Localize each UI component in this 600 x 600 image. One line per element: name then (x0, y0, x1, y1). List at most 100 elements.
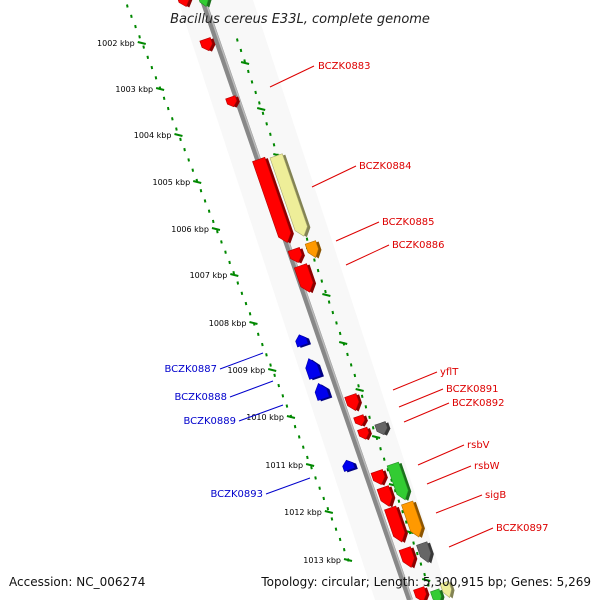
tick-dot (310, 465, 313, 470)
tick-dot (179, 137, 182, 142)
tick-dot (224, 250, 227, 254)
tick-dot (313, 258, 316, 262)
tick-dot (401, 509, 404, 514)
accession-text: Accession: NC_006274 (9, 575, 145, 589)
gene-blue-2-body (305, 358, 322, 380)
tick-dot (305, 237, 309, 241)
major-tick (137, 41, 147, 45)
gene-label[interactable]: rsbW (474, 461, 500, 472)
tick-label: 1013 kbp (303, 556, 341, 565)
tick-dot (272, 143, 276, 147)
gene-callouts: BCZK0883 BCZK0884 BCZK0885 BCZK0886 yflT BCZK… (164, 61, 549, 548)
major-tick (267, 368, 277, 372)
gene-red-small-1-body (199, 37, 213, 52)
gene-bottom-red-body (413, 586, 427, 600)
gene-top-green (198, 0, 212, 8)
gene-red-s1-body (287, 247, 303, 264)
tick-dot (228, 260, 231, 265)
tick-dot (146, 55, 150, 59)
gene-label[interactable]: BCZK0891 (446, 384, 499, 395)
gene-yflt (344, 393, 362, 412)
tick-dot (357, 384, 360, 388)
tick-dot (338, 331, 342, 336)
tick-dot (277, 383, 281, 388)
gene-bottom-red (413, 586, 430, 600)
gene-bottom-yellow-body (439, 580, 452, 599)
major-tick (324, 510, 334, 514)
tick-dot (187, 158, 190, 162)
gene-top-green-body (198, 0, 209, 8)
gene-label[interactable]: BCZK0889 (183, 416, 236, 427)
tick-label: 1006 kbp (171, 225, 209, 234)
gene-label[interactable]: BCZK0887 (164, 364, 217, 375)
gene-label[interactable]: BCZK0888 (174, 392, 227, 403)
tick-dot (269, 363, 272, 367)
gene-blue-3 (314, 382, 333, 402)
tick-dot (419, 562, 423, 566)
tick-dot (318, 486, 321, 490)
callout-line (335, 221, 380, 242)
callout-line (219, 352, 264, 370)
gene-red-small-2-body (225, 95, 238, 108)
gene-orange-1 (304, 240, 322, 259)
gene-bottom-yellow (439, 580, 455, 599)
gene-label[interactable]: BCZK0892 (452, 398, 505, 409)
tick-dot (250, 80, 254, 84)
tick-dot (427, 583, 430, 587)
gene-label[interactable]: BCZK0897 (496, 523, 549, 534)
tick-label: 1011 kbp (265, 461, 303, 470)
gene-gray-1-body (374, 421, 388, 436)
tick-dot (175, 127, 178, 131)
tick-label: 1009 kbp (228, 366, 266, 375)
genome-backbone-highlight (204, 0, 413, 600)
tick-dot (368, 415, 371, 420)
callout-line (345, 244, 390, 266)
major-tick (240, 61, 250, 65)
callout-line (269, 65, 315, 88)
tick-dot (338, 537, 342, 542)
tick-dot (171, 117, 174, 121)
major-tick (211, 227, 221, 231)
tick-dot (360, 394, 364, 399)
gene-gray-2 (416, 541, 434, 564)
tick-dot (191, 168, 195, 172)
gene-rsbv (370, 469, 388, 486)
gene-sigb-red-body (384, 505, 406, 543)
tick-dot (397, 499, 401, 503)
gene-label[interactable]: rsbV (467, 440, 490, 451)
gene-label[interactable]: BCZK0885 (382, 217, 435, 228)
gene-bczk0884-yellow-body (269, 153, 308, 237)
callout-line (448, 527, 494, 548)
tick-dot (324, 289, 327, 294)
gene-label[interactable]: BCZK0893 (210, 489, 263, 500)
tick-dot (265, 122, 268, 126)
major-tick (305, 463, 315, 467)
gene-features (177, 0, 455, 600)
major-tick (422, 578, 431, 582)
gene-label[interactable]: sigB (485, 490, 506, 501)
tick-dot (207, 209, 211, 213)
gene-label[interactable]: BCZK0884 (359, 161, 412, 172)
gene-label[interactable]: yflT (440, 367, 459, 378)
gene-gray-1 (374, 421, 391, 436)
callout-line (238, 404, 284, 422)
tick-dot (335, 321, 338, 325)
gene-red-bottom-body (398, 546, 415, 568)
tick-dot (349, 363, 353, 367)
gene-green-2 (386, 461, 412, 501)
tick-dot (285, 404, 289, 408)
tick-label: 1008 kbp (209, 319, 247, 328)
tick-dot (314, 476, 317, 480)
gene-yflt-body (344, 393, 360, 412)
gene-0892-body (357, 426, 370, 440)
gene-blue-4-body (342, 459, 356, 472)
gene-label[interactable]: BCZK0883 (318, 61, 371, 72)
tick-dot (203, 199, 207, 203)
gene-gray-2-body (416, 541, 432, 563)
tick-dot (254, 90, 257, 95)
gene-top-red-body (177, 0, 190, 8)
callout-line (426, 465, 472, 485)
gene-label[interactable]: BCZK0886 (392, 240, 445, 251)
tick-dot (199, 188, 203, 193)
major-tick (174, 133, 183, 137)
